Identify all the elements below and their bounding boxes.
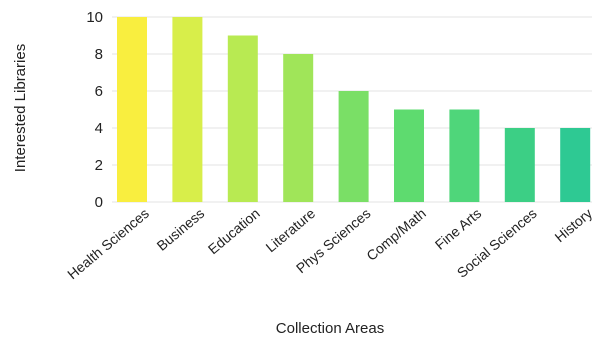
- bar: [338, 91, 369, 202]
- y-tick-label: 2: [95, 157, 103, 174]
- bar: [560, 128, 591, 202]
- x-tick-label: Comp/Math: [363, 205, 429, 264]
- x-tick-label: Business: [154, 205, 208, 254]
- y-tick-label: 8: [95, 46, 103, 63]
- x-tick-label: Fine Arts: [432, 205, 485, 253]
- x-axis-title: Collection Areas: [276, 320, 384, 337]
- bar: [394, 109, 424, 202]
- y-tick-label: 0: [95, 194, 103, 211]
- y-tick-label: 4: [95, 120, 103, 137]
- bar: [117, 17, 147, 202]
- x-tick-label: Health Sciences: [64, 205, 152, 282]
- bar: [283, 54, 314, 202]
- x-tick-label: Literature: [263, 205, 319, 255]
- x-tick-label: Education: [205, 205, 263, 257]
- bar: [172, 17, 203, 202]
- x-tick-label: History: [551, 205, 592, 245]
- bars: [117, 17, 591, 202]
- y-tick-label: 6: [95, 83, 103, 100]
- bar: [504, 128, 535, 202]
- y-axis-ticks: 0 2 4 6 8 10: [86, 9, 103, 211]
- bar: [227, 35, 258, 202]
- y-axis-title: Interested Libraries: [12, 44, 29, 172]
- y-tick-label: 10: [86, 9, 103, 26]
- bar: [449, 109, 480, 202]
